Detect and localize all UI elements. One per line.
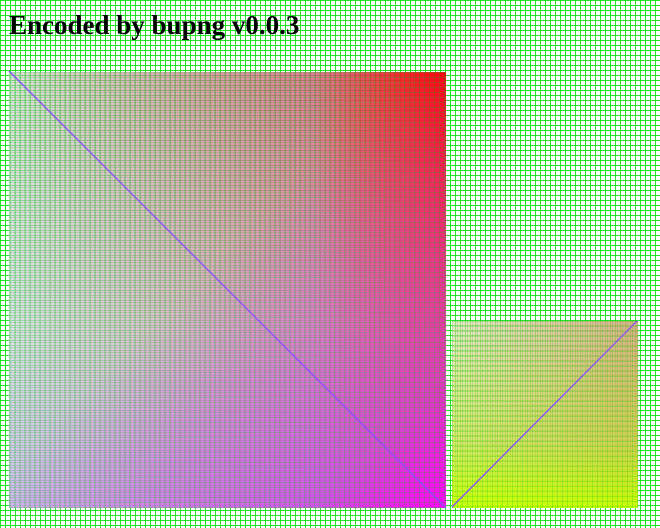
- small-diagonal-line: [452, 321, 637, 507]
- large-diagonal-line: [9, 71, 446, 508]
